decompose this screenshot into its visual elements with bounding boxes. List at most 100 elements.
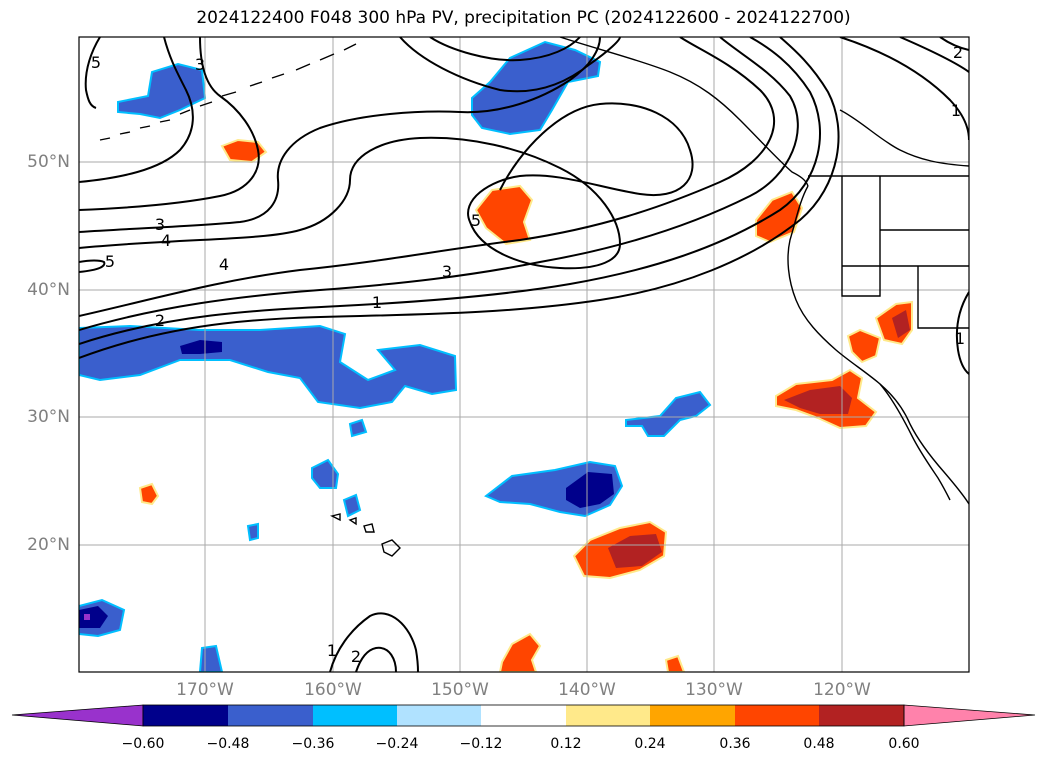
colorbar-tick-label: 0.12 — [550, 736, 582, 752]
precip-blob-negative — [471, 40, 602, 136]
hawaii-island — [363, 523, 375, 533]
colorbar-segment — [397, 705, 481, 726]
precip-blob-dark — [79, 606, 108, 628]
precip-blob-purple — [84, 614, 90, 620]
pv-contour — [79, 102, 694, 270]
precip-blob-negative — [79, 324, 458, 410]
alaska-coast — [559, 37, 809, 187]
lon-label: 150°W — [431, 680, 489, 700]
pv-contour — [899, 37, 969, 73]
lon-label: 140°W — [558, 680, 616, 700]
pv-contour — [939, 37, 969, 51]
colorbar-segment — [481, 705, 566, 726]
precip-blob-negative — [311, 458, 340, 489]
pv-contour-layer — [79, 37, 969, 672]
colorbar-tick-label: −0.12 — [459, 736, 503, 752]
precip-blob-positive — [498, 632, 542, 672]
precip-blob-strong — [784, 386, 852, 414]
colorbar-tick-label: −0.60 — [121, 736, 165, 752]
lon-label: 130°W — [685, 680, 743, 700]
precip-blob-negative — [348, 418, 368, 438]
colorbar-segment — [819, 705, 904, 726]
colorbar-tick-label: −0.24 — [375, 736, 419, 752]
colorbar-tick-label: 0.36 — [719, 736, 751, 752]
precip-blob-positive — [846, 328, 882, 364]
colorbar-segment — [313, 705, 397, 726]
pv-contour — [79, 37, 776, 317]
colorbar — [11, 704, 1036, 727]
map-title: 2024122400 F048 300 hPa PV, precipitatio… — [196, 8, 851, 28]
colorbar-extend-right — [903, 704, 1036, 727]
contour-label: 1 — [372, 293, 382, 312]
lat-label: 50°N — [27, 152, 70, 172]
pv-contour — [84, 37, 101, 109]
lon-label: 160°W — [304, 680, 362, 700]
lat-label: 20°N — [27, 535, 70, 555]
lat-label: 40°N — [27, 280, 70, 300]
contour-label: 4 — [219, 255, 229, 274]
contour-label: 2 — [351, 647, 361, 666]
contour-label: 3 — [442, 262, 452, 281]
graticule — [79, 37, 969, 672]
state-borders — [841, 176, 969, 329]
contour-label: 1 — [951, 101, 961, 120]
baja-coast — [879, 383, 951, 501]
colorbar-segment — [228, 705, 313, 726]
lon-label: 170°W — [176, 680, 234, 700]
pv-contour — [79, 259, 106, 273]
hawaii-island — [329, 513, 341, 522]
pv-contour — [79, 37, 601, 233]
colorbar-segment — [735, 705, 819, 726]
lat-label: 30°N — [27, 407, 70, 427]
pv-contour — [79, 37, 194, 183]
pv-contour — [79, 37, 799, 331]
colorbar-tick-label: 0.24 — [634, 736, 666, 752]
precip-blob-positive — [755, 190, 804, 244]
colorbar-tick-label: −0.36 — [291, 736, 335, 752]
pv-contour — [429, 37, 581, 62]
precip-blob-strong — [608, 534, 662, 568]
colorbar-tick-label: −0.48 — [206, 736, 250, 752]
hawaii-island — [381, 539, 401, 557]
colorbar-segment — [566, 705, 650, 726]
colorbar-tick-label: 0.48 — [803, 736, 835, 752]
pv-contour — [839, 37, 969, 141]
contour-label: 5 — [91, 53, 101, 72]
colorbar-extend-left — [11, 704, 144, 727]
lon-label: 120°W — [813, 680, 871, 700]
aleutian-islands — [99, 43, 357, 141]
canada-coast — [839, 109, 969, 167]
precip-blob-positive — [138, 482, 160, 506]
contour-label: 1 — [327, 641, 337, 660]
contour-label: 3 — [155, 215, 165, 234]
precip-blob-dark — [180, 340, 222, 354]
contour-label: 1 — [955, 329, 965, 348]
precip-blob-positive — [220, 138, 268, 164]
pv-contour — [399, 37, 621, 93]
pv-contour — [79, 37, 840, 359]
precip-blob-positive — [664, 654, 686, 672]
contour-label: 3 — [195, 55, 205, 74]
pv-contour — [79, 37, 821, 345]
precip-blob-negative — [246, 522, 259, 542]
contour-label-layer: 5 3 3 4 5 4 3 1 2 5 1 1 1 2 2 — [91, 43, 965, 666]
contour-label: 5 — [471, 211, 481, 230]
pv-contour — [329, 612, 419, 672]
colorbar-tick-label: 0.60 — [888, 736, 920, 752]
precipitation-fill-layer — [79, 40, 913, 672]
contour-label: 5 — [105, 252, 115, 271]
pv-contour — [79, 37, 260, 211]
hawaii-island — [348, 517, 357, 526]
north-america-coast — [787, 185, 969, 505]
map-frame — [78, 36, 970, 673]
contour-label: 4 — [161, 231, 171, 250]
precip-blob-dark — [566, 472, 614, 508]
precip-blob-negative — [342, 493, 362, 518]
colorbar-segment — [143, 705, 228, 726]
colorbar-segment — [650, 705, 735, 726]
coastline-layer — [99, 37, 969, 557]
precip-blob-negative — [625, 390, 712, 437]
pv-contour — [955, 291, 969, 375]
pv-contour — [355, 646, 397, 672]
